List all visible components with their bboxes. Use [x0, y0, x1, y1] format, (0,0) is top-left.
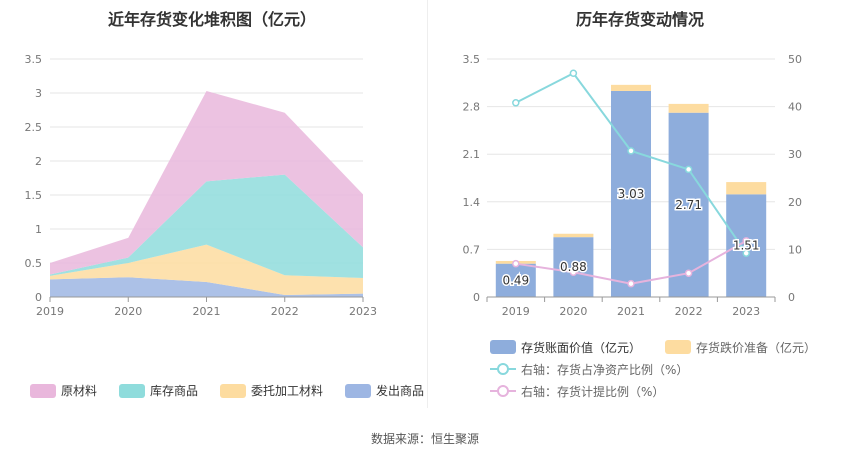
x-tick-label: 2022 — [675, 305, 703, 318]
legend-label-provision-ratio: 右轴：存货计提比例（%） — [521, 384, 665, 399]
legend-swatch-reserve — [665, 340, 692, 354]
y-tick-label: 2.8 — [463, 101, 481, 114]
legend-swatch-book-value — [490, 340, 516, 354]
x-tick-label: 2020 — [114, 305, 142, 318]
y-tick-label: 1.4 — [463, 196, 481, 209]
bar-data-label: 1.51 — [733, 239, 760, 253]
legend-item-net-asset-ratio[interactable]: 右轴：存货占净资产比例（%） — [490, 361, 688, 378]
stacked-area-chart: 0 0.5 1 1.5 2 2.5 3 3.5 2019 2020 2021 2022 2023 — [25, 53, 378, 318]
y2-tick-label: 0 — [788, 291, 795, 304]
legend-label-consign: 委托加工材料 — [251, 384, 324, 398]
y-tick-label: 0 — [35, 291, 42, 304]
bar-reserve — [668, 103, 709, 113]
y2-tick-label: 10 — [788, 243, 802, 256]
right-chart-title: 历年存货变动情况 — [575, 10, 704, 29]
left-legend: 原材料 库存商品 委托加工材料 发出商品 — [30, 382, 446, 399]
bar-reserve — [611, 84, 651, 91]
legend-item-stock[interactable]: 库存商品 — [119, 382, 198, 399]
line-net-asset-ratio-point — [512, 99, 520, 107]
y-tick-label: 2.5 — [25, 121, 43, 134]
area-raw — [50, 90, 363, 275]
right-legend: 存货账面价值（亿元） 存货跌价准备（亿元） 右轴：存货占净资产比例（%） 右轴：… — [490, 336, 840, 402]
legend-item-consign[interactable]: 委托加工材料 — [220, 382, 323, 399]
line-net-asset-ratio-point — [627, 147, 635, 155]
bar-book-value — [553, 237, 594, 297]
legend-line-icon-provision — [490, 385, 516, 397]
area-consign — [50, 244, 363, 295]
bar-reserve — [726, 182, 767, 195]
y-tick-label: 0.5 — [25, 257, 43, 270]
y2-tick-label: 30 — [788, 148, 802, 161]
legend-item-book-value[interactable]: 存货账面价值（亿元） — [490, 339, 641, 356]
line-provision-ratio-point — [627, 279, 635, 288]
y-tick-label: 3 — [35, 87, 42, 100]
legend-item-shipped[interactable]: 发出商品 — [345, 382, 424, 399]
x-tick-label: 2020 — [559, 305, 587, 318]
x-tick-label: 2023 — [349, 305, 377, 318]
line-net-asset-ratio-point — [742, 249, 750, 257]
bar-book-value — [726, 194, 767, 297]
legend-label-reserve: 存货跌价准备（亿元） — [696, 340, 817, 355]
legend-line-icon-net-asset — [490, 363, 516, 375]
left-chart-title: 近年存货变化堆积图（亿元） — [107, 10, 316, 29]
bar-reserve — [553, 233, 594, 238]
bar-data-label: 0.88 — [560, 260, 587, 274]
y-tick-label: 3.5 — [25, 53, 43, 66]
x-tick-label: 2022 — [271, 305, 299, 318]
bar-data-label: 2.71 — [675, 198, 702, 212]
x-tick-label: 2019 — [502, 305, 530, 318]
y2-tick-label: 40 — [788, 101, 802, 114]
line-provision-ratio-point — [742, 237, 750, 245]
area-shipped — [50, 277, 363, 297]
x-tick-label: 2023 — [732, 305, 760, 318]
line-net-asset-ratio-point — [569, 69, 578, 78]
legend-label-stock: 库存商品 — [150, 384, 199, 398]
legend-label-shipped: 发出商品 — [376, 384, 425, 398]
y-tick-label: 0 — [473, 291, 480, 304]
legend-item-provision-ratio[interactable]: 右轴：存货计提比例（%） — [490, 383, 664, 400]
y2-tick-label: 50 — [788, 53, 802, 66]
line-provision-ratio-point — [569, 268, 578, 276]
panel-divider — [427, 0, 428, 408]
legend-swatch-stock — [119, 383, 146, 398]
y-tick-label: 0.7 — [463, 243, 481, 256]
y-tick-label: 1.5 — [25, 189, 43, 202]
legend-label-net-asset-ratio: 右轴：存货占净资产比例（%） — [521, 362, 689, 377]
stacked-bar-line-chart: 0 0.7 1.4 2.1 2.8 3.5 0 10 20 30 40 50 2019 2020 2021 2… — [463, 53, 803, 318]
line-net-asset-ratio-point — [684, 165, 693, 174]
legend-label-book-value: 存货账面价值（亿元） — [521, 340, 642, 355]
x-tick-label: 2019 — [36, 305, 64, 318]
legend-swatch-raw — [30, 383, 56, 398]
legend-swatch-consign — [220, 383, 247, 398]
legend-label-raw: 原材料 — [61, 384, 98, 398]
bar-book-value — [495, 263, 536, 297]
bar-book-value — [611, 90, 651, 298]
y-tick-label: 3.5 — [463, 53, 481, 66]
y-tick-label: 2 — [35, 155, 42, 168]
x-tick-label: 2021 — [193, 305, 221, 318]
y-tick-label: 2.1 — [463, 148, 481, 161]
x-tick-label: 2021 — [617, 305, 645, 318]
bar-data-label: 0.49 — [502, 273, 529, 287]
legend-item-reserve[interactable]: 存货跌价准备（亿元） — [665, 339, 816, 356]
data-source-note: 数据来源：恒生聚源 — [370, 432, 479, 446]
line-provision-ratio-point — [512, 259, 520, 268]
y2-tick-label: 20 — [788, 196, 802, 209]
legend-item-raw[interactable]: 原材料 — [30, 382, 97, 399]
line-provision-ratio-point — [684, 269, 693, 277]
bar-data-label: 3.03 — [618, 187, 645, 201]
area-stock — [50, 174, 363, 278]
legend-swatch-shipped — [345, 383, 372, 398]
y-tick-label: 1 — [35, 223, 42, 236]
